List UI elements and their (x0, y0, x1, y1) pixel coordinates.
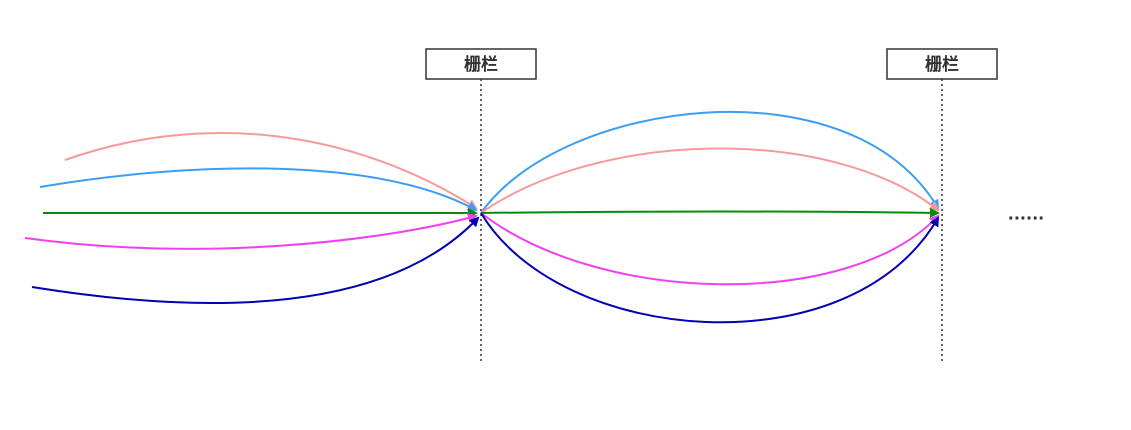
box (425, 48, 537, 80)
ellipsis: ...... (1008, 205, 1044, 224)
arrow (480, 212, 940, 324)
barrier-lines (480, 79, 943, 362)
arrow (480, 111, 940, 214)
right-arrows (480, 111, 940, 324)
left-arrows (24, 132, 480, 305)
arrow (480, 147, 940, 214)
arrow (480, 207, 940, 218)
arrow (24, 213, 478, 250)
arrow (39, 167, 478, 211)
arrow (480, 212, 940, 286)
arrow (31, 216, 480, 305)
barrier-box: 栅栏 (886, 48, 998, 80)
arrow (64, 132, 478, 210)
box (886, 48, 998, 80)
barrier-label: 栅栏 (464, 54, 498, 75)
barrier-label: 栅栏 (925, 54, 959, 75)
barrier-box: 栅栏 (425, 48, 537, 80)
